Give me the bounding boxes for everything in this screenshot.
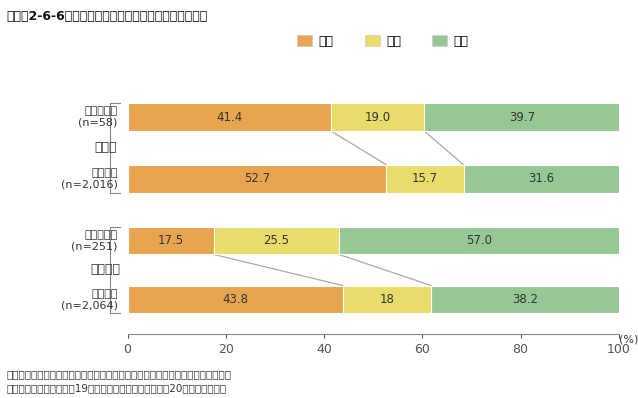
Bar bbox=[331, 103, 424, 131]
Text: 取組企業
(n=2,016): 取組企業 (n=2,016) bbox=[61, 168, 118, 189]
Text: 資料：日本政策金融公庫総合研究所「中小企業の事業承継に関するアンケート」: 資料：日本政策金融公庫総合研究所「中小企業の事業承継に関するアンケート」 bbox=[6, 369, 232, 379]
Bar bbox=[464, 165, 619, 193]
Text: 非取組企業
(n=58): 非取組企業 (n=58) bbox=[78, 106, 118, 128]
Text: 非取組企業
(n=251): 非取組企業 (n=251) bbox=[71, 230, 118, 251]
Bar bbox=[387, 165, 464, 193]
Bar bbox=[128, 226, 214, 254]
Text: 18: 18 bbox=[380, 293, 394, 306]
Text: 25.5: 25.5 bbox=[263, 234, 289, 247]
Text: 17.5: 17.5 bbox=[158, 234, 184, 247]
Bar bbox=[128, 165, 387, 193]
Text: (%): (%) bbox=[619, 334, 638, 344]
Text: 小企業: 小企業 bbox=[94, 141, 117, 154]
Text: 15.7: 15.7 bbox=[412, 172, 438, 185]
Bar bbox=[431, 285, 619, 313]
Text: 57.0: 57.0 bbox=[466, 234, 492, 247]
Bar bbox=[424, 103, 619, 131]
Text: 38.2: 38.2 bbox=[512, 293, 538, 306]
Text: （注）　小企業は従業者19人以下の企業、中小企業は同20人以上の企業。: （注） 小企業は従業者19人以下の企業、中小企業は同20人以上の企業。 bbox=[6, 383, 226, 393]
Text: 取組企業
(n=2,064): 取組企業 (n=2,064) bbox=[61, 289, 118, 310]
Bar bbox=[339, 226, 619, 254]
Text: 52.7: 52.7 bbox=[244, 172, 270, 185]
Bar bbox=[343, 285, 431, 313]
Bar bbox=[128, 103, 331, 131]
Text: 31.6: 31.6 bbox=[528, 172, 554, 185]
Text: 19.0: 19.0 bbox=[364, 111, 390, 124]
Text: コラム2-6-6　経営革新への取組状況別、承継後の業績: コラム2-6-6 経営革新への取組状況別、承継後の業績 bbox=[6, 10, 207, 23]
Bar bbox=[128, 285, 343, 313]
Text: 41.4: 41.4 bbox=[216, 111, 242, 124]
Text: 43.8: 43.8 bbox=[222, 293, 248, 306]
Text: 39.7: 39.7 bbox=[508, 111, 535, 124]
Legend: 改善, 不変, 悪化: 改善, 不変, 悪化 bbox=[292, 30, 473, 53]
Text: 中小企業: 中小企業 bbox=[91, 263, 121, 277]
Bar bbox=[214, 226, 339, 254]
